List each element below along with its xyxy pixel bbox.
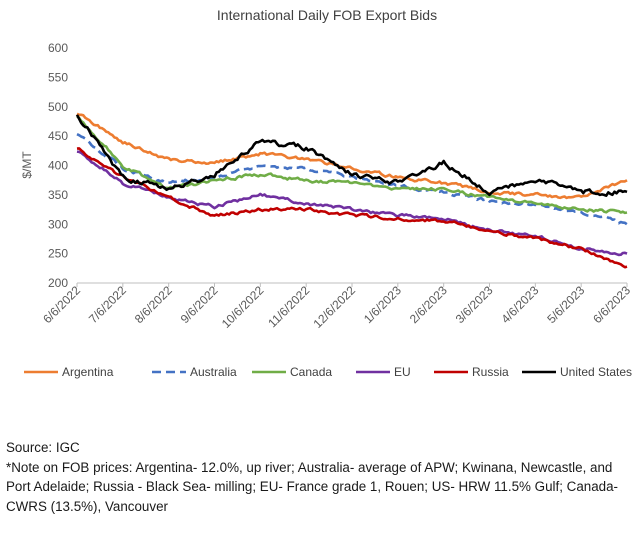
x-tick-label: 6/6/2023 [590,283,633,326]
legend-label: Canada [290,365,332,379]
y-tick-label: 450 [48,129,68,143]
source-note: Source: IGC [6,440,80,455]
chart-title: International Daily FOB Export Bids [217,7,437,23]
y-axis-ticks: 200 250 300 350 400 450 500 550 600 [48,41,68,290]
y-tick-label: 300 [48,217,68,231]
y-tick-label: 200 [48,276,68,290]
series-lines [75,112,628,269]
x-tick-label: 9/6/2022 [178,283,221,326]
x-tick-label: 12/6/2022 [310,283,358,331]
x-tick-label: 11/6/2022 [265,283,312,330]
legend-label: Russia [472,365,509,379]
x-tick-label: 7/6/2022 [86,283,129,326]
y-tick-label: 500 [48,100,68,114]
fob-export-bids-chart: International Daily FOB Export Bids $/MT… [20,7,633,379]
legend-label: Argentina [62,365,114,379]
x-tick-label: 3/6/2023 [453,283,496,326]
series-line-canada [76,115,628,215]
legend-label: Australia [190,365,237,379]
series-line-argentina [76,112,628,200]
series-line-united-states [75,114,628,197]
legend-label: United States [560,365,632,379]
series-line-russia [76,147,628,269]
y-tick-label: 400 [48,159,68,173]
x-tick-label: 5/6/2023 [544,283,587,326]
y-tick-label: 250 [48,247,68,261]
y-tick-label: 350 [48,188,68,202]
x-tick-label: 8/6/2022 [132,283,175,326]
chart-notes: Source: IGC *Note on FOB prices: Argenti… [6,438,634,516]
legend-label: EU [394,365,411,379]
x-tick-label: 2/6/2023 [407,283,450,326]
y-tick-label: 550 [48,70,68,84]
x-tick-label: 4/6/2023 [499,283,542,326]
chart-legend: Argentina Australia Canada EU Russia United S… [24,365,632,379]
y-axis-label: $/MT [20,151,34,179]
x-axis-ticks: 6/6/2022 7/6/2022 8/6/2022 9/6/202210/6/202… [40,283,633,331]
x-tick-label: 10/6/2022 [219,283,267,331]
y-tick-label: 600 [48,41,68,55]
fob-footnote: *Note on FOB prices: Argentina- 12.0%, u… [6,459,619,514]
x-tick-label: 1/6/2023 [361,283,404,326]
